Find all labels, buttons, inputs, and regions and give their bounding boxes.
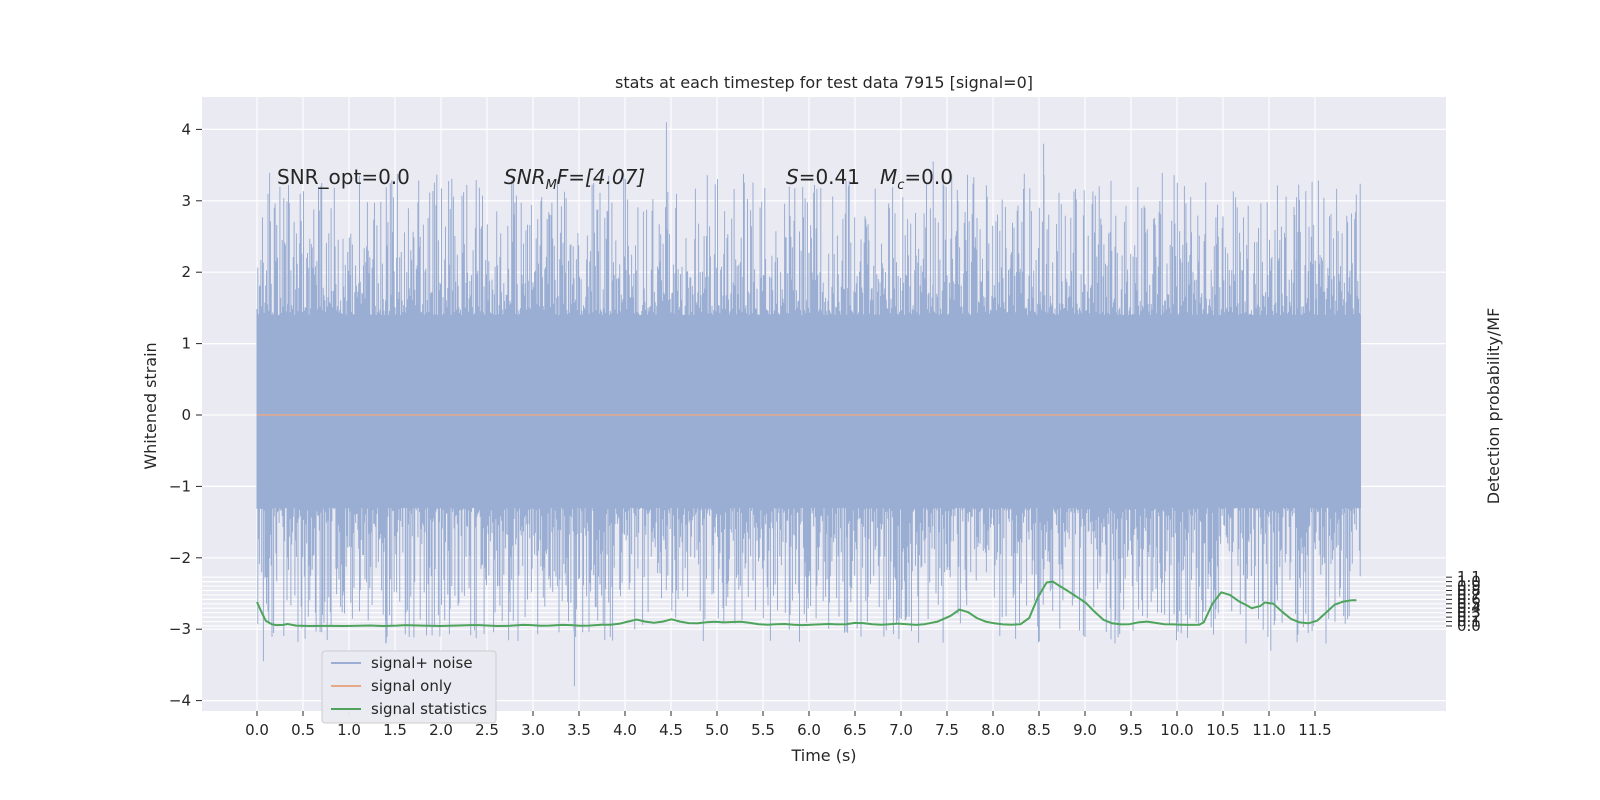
x-tick-label-14: 7.0 bbox=[889, 721, 913, 739]
x-axis-label: Time (s) bbox=[790, 746, 856, 765]
y-right-tick-label-9: 0.9 bbox=[1457, 577, 1481, 595]
y-tick-label-8: 4 bbox=[181, 120, 191, 138]
x-tick-label-2: 1.0 bbox=[337, 721, 361, 739]
x-tick-label-22: 11.0 bbox=[1252, 721, 1285, 739]
y-tick-label-5: 1 bbox=[181, 335, 191, 353]
x-tick-label-23: 11.5 bbox=[1298, 721, 1331, 739]
y-right-tick-labels: 0.00.10.20.30.40.50.60.70.80.91.01.1 bbox=[1446, 568, 1481, 635]
annotation-s-value: =0.41 bbox=[799, 165, 860, 189]
x-tick-label-10: 5.0 bbox=[705, 721, 729, 739]
x-tick-label-18: 9.0 bbox=[1073, 721, 1097, 739]
x-tick-label-5: 2.5 bbox=[475, 721, 499, 739]
annotation-s-label: S bbox=[786, 165, 799, 189]
x-tick-label-1: 0.5 bbox=[291, 721, 315, 739]
y-tick-labels: −4 −3 −2 −1 0 1 2 3 4 bbox=[169, 120, 202, 710]
y-right-tick-label-6: 0.6 bbox=[1457, 590, 1481, 608]
x-tick-label-12: 6.0 bbox=[797, 721, 821, 739]
x-tick-label-8: 4.0 bbox=[613, 721, 637, 739]
y-axis-label: Whitened strain bbox=[141, 342, 160, 469]
y-right-tick-label-8: 0.8 bbox=[1457, 581, 1481, 599]
x-tick-label-6: 3.0 bbox=[521, 721, 545, 739]
annotation-mc: Mc=0.0 bbox=[880, 165, 953, 193]
x-tick-label-21: 10.5 bbox=[1206, 721, 1239, 739]
x-tick-label-3: 1.5 bbox=[383, 721, 407, 739]
x-tick-label-4: 2.0 bbox=[429, 721, 453, 739]
y-right-tick-label-5: 0.5 bbox=[1457, 595, 1481, 613]
y-tick-label-1: −3 bbox=[169, 620, 191, 638]
y-right-tick-label-0: 0.0 bbox=[1457, 617, 1481, 635]
x-tick-labels: 0.0 0.5 1.0 1.5 2.0 2.5 3.0 3.5 4.0 4.5 5.0 5.5 6.0 6… bbox=[245, 711, 1332, 739]
y-tick-label-7: 3 bbox=[181, 192, 191, 210]
y-right-tick-label-7: 0.7 bbox=[1457, 586, 1481, 604]
y-right-tick-label-1: 0.1 bbox=[1457, 613, 1481, 631]
y-right-tick-label-4: 0.4 bbox=[1457, 599, 1481, 617]
legend: signal+ noise signal only signal statist… bbox=[321, 650, 497, 724]
signal-statistics-line bbox=[256, 580, 1357, 627]
y-right-tick-label-11: 1.1 bbox=[1457, 568, 1481, 586]
annotation-snr-opt: SNR_opt=0.0 bbox=[277, 165, 410, 189]
y-tick-label-0: −4 bbox=[169, 692, 191, 710]
legend-box bbox=[321, 650, 497, 724]
x-tick-label-20: 10.0 bbox=[1160, 721, 1193, 739]
y-tick-label-3: −1 bbox=[169, 477, 191, 495]
annotation-snr-mf-sub: M bbox=[546, 178, 557, 193]
x-tick-label-7: 3.5 bbox=[567, 721, 591, 739]
signal-statistics-series bbox=[256, 580, 1357, 627]
y-right-axis-label: Detection probability/MF bbox=[1484, 308, 1503, 505]
y-right-tick-label-10: 1.0 bbox=[1457, 573, 1481, 591]
annotation-mc-sub: c bbox=[897, 178, 904, 193]
x-tick-label-9: 4.5 bbox=[659, 721, 683, 739]
annotation-mc-base: M bbox=[880, 165, 897, 189]
y-tick-label-4: 0 bbox=[181, 406, 191, 424]
annotation-snr-mf-rest: F=[4.07] bbox=[557, 165, 645, 189]
noise-spikes bbox=[256, 122, 1361, 687]
x-tick-label-0: 0.0 bbox=[245, 721, 269, 739]
x-tick-label-13: 6.5 bbox=[843, 721, 867, 739]
x-tick-label-19: 9.5 bbox=[1119, 721, 1143, 739]
x-tick-label-17: 8.5 bbox=[1027, 721, 1051, 739]
y-tick-label-2: −2 bbox=[169, 549, 191, 567]
signal-noise-series bbox=[256, 122, 1361, 687]
annotation-mc-rest: =0.0 bbox=[904, 165, 953, 189]
y-right-tick-label-2: 0.2 bbox=[1457, 608, 1481, 626]
y-right-tick-label-3: 0.3 bbox=[1457, 604, 1481, 622]
x-tick-label-16: 8.0 bbox=[981, 721, 1005, 739]
annotation-snr-mf-base: SNR bbox=[504, 165, 546, 189]
x-tick-label-11: 5.5 bbox=[751, 721, 775, 739]
chart-title: stats at each timestep for test data 791… bbox=[615, 73, 1033, 92]
y-tick-label-6: 2 bbox=[181, 263, 191, 281]
annotation-s: S=0.41 bbox=[786, 165, 860, 189]
legend-label-signal-noise: signal+ noise bbox=[371, 654, 473, 672]
legend-label-signal-only: signal only bbox=[371, 677, 452, 695]
annotation-snr-mf: SNRMF=[4.07] bbox=[504, 165, 645, 193]
legend-label-signal-statistics: signal statistics bbox=[371, 700, 487, 718]
x-tick-label-15: 7.5 bbox=[935, 721, 959, 739]
